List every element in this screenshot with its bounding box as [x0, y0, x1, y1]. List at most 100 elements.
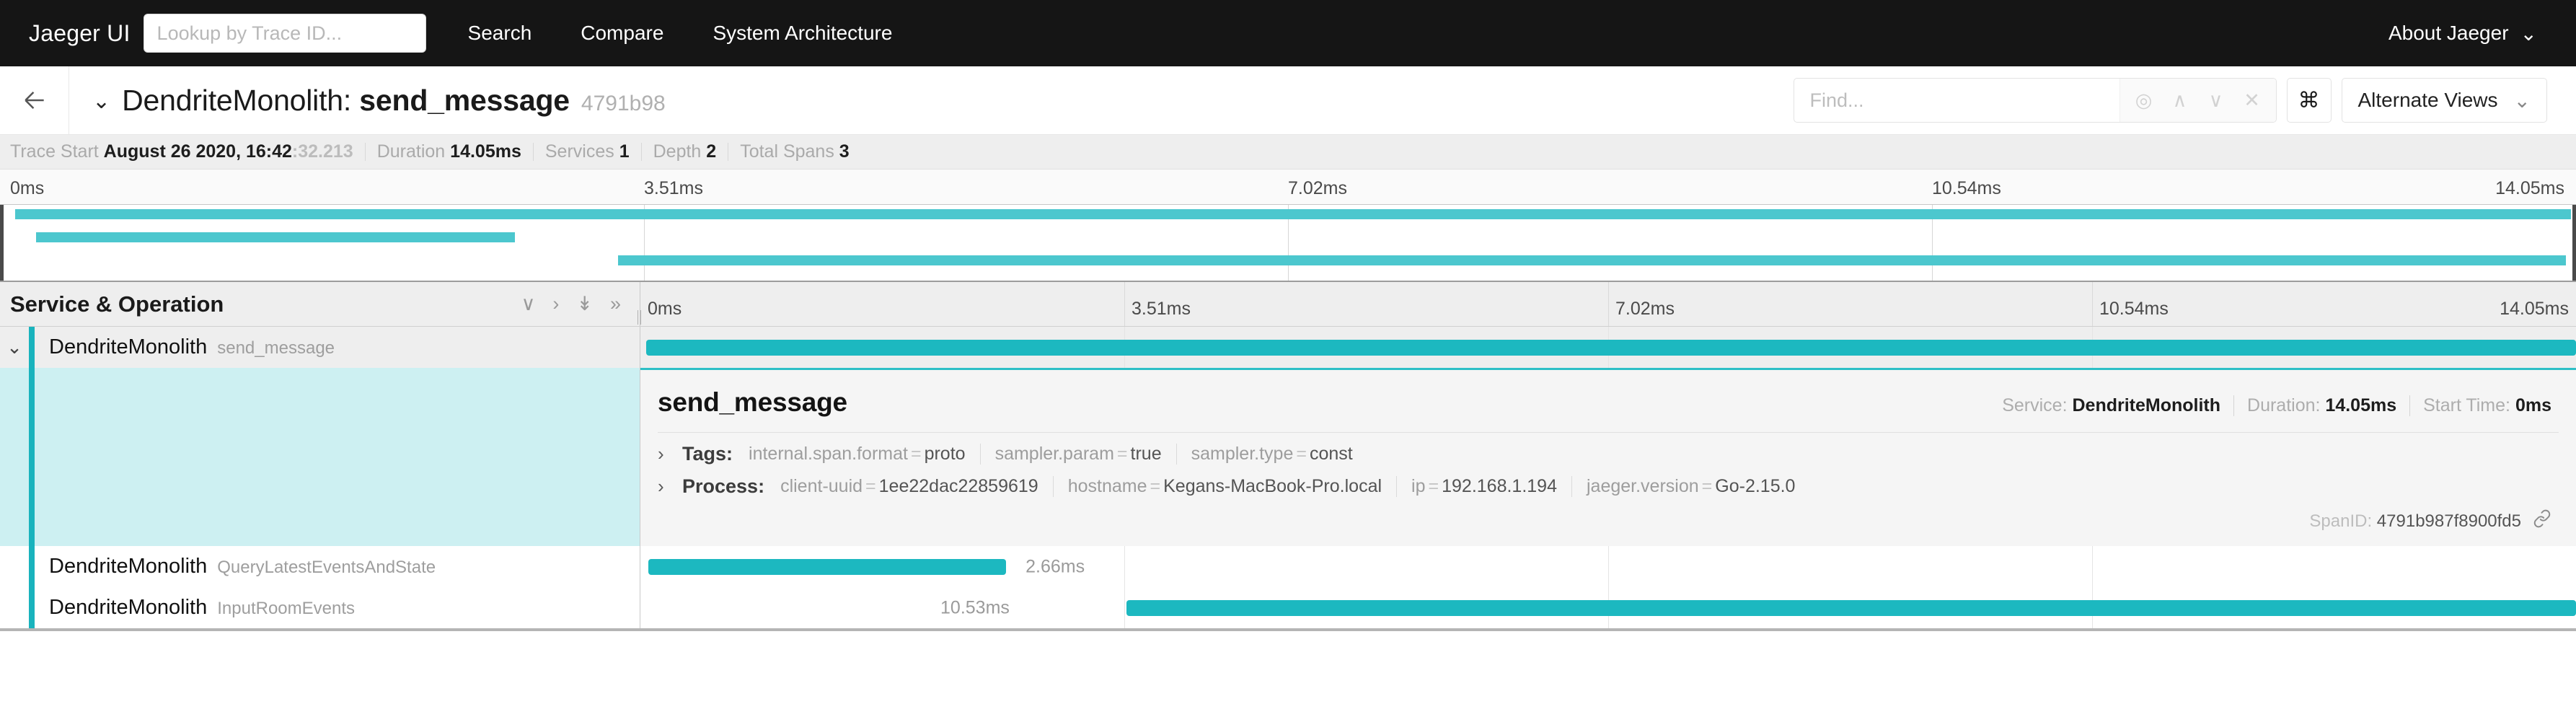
span-row-timeline[interactable]: 2.66ms — [640, 546, 2576, 587]
trace-minimap[interactable]: 0ms 3.51ms 7.02ms 10.54ms 14.05ms — [0, 170, 2576, 282]
meta-trace-start-label: Trace Start — [10, 141, 99, 162]
timeline-gridline — [1124, 587, 1125, 628]
find-next-icon[interactable]: ∨ — [2208, 89, 2223, 111]
minimap-drag-handle-left[interactable] — [0, 205, 4, 281]
page-title: DendriteMonolith: send_message — [122, 84, 570, 118]
span-process-row[interactable]: › Process: client-uuid = 1ee22dac22859619 … — [640, 465, 2576, 498]
span-operation-name: InputRoomEvents — [217, 599, 356, 618]
span-id-value: 4791b987f8900fd5 — [2376, 511, 2521, 531]
tag-value: const — [1309, 444, 1353, 464]
timeline-tick: 7.02ms — [1615, 299, 1675, 319]
nav-link-system-architecture[interactable]: System Architecture — [713, 22, 893, 44]
collapse-one-icon[interactable]: ∨ — [521, 293, 536, 314]
span-tags-row[interactable]: › Tags: internal.span.format = proto sampl… — [640, 433, 2576, 465]
process-item: ip = 192.168.1.194 — [1397, 476, 1572, 497]
timeline-column-header: 0ms 3.51ms 7.02ms 10.54ms 14.05ms — [640, 282, 2576, 326]
keyboard-shortcuts-button[interactable]: ⌘ — [2286, 78, 2332, 123]
minimap-body[interactable] — [0, 204, 2576, 281]
span-expand-toggle[interactable]: ⌄ — [6, 336, 22, 358]
copy-link-icon[interactable] — [2533, 509, 2551, 533]
trace-service-name: DendriteMonolith — [122, 83, 343, 117]
process-value: 192.168.1.194 — [1442, 476, 1557, 496]
span-detail-meta: Service: DendriteMonolith Duration: 14.0… — [1989, 395, 2551, 416]
span-row-left[interactable]: DendriteMonolith InputRoomEvents — [0, 587, 640, 628]
span-detail-duration: Duration: 14.05ms — [2234, 395, 2411, 416]
nav-link-compare[interactable]: Compare — [581, 22, 664, 44]
span-color-bar — [29, 327, 35, 368]
column-resize-handle[interactable] — [636, 310, 643, 325]
column-title-service-operation: Service & Operation — [10, 291, 224, 317]
find-focus-icon[interactable]: ◎ — [2135, 89, 2153, 111]
span-duration-label: 2.66ms — [1025, 556, 1085, 576]
meta-services-label: Services — [544, 141, 614, 162]
span-row-timeline[interactable] — [640, 327, 2576, 368]
table-row[interactable]: DendriteMonolith InputRoomEvents 10.53ms — [0, 587, 2576, 628]
span-detail-duration-value: 14.05ms — [2325, 395, 2397, 415]
process-equals: = — [1428, 476, 1439, 496]
process-equals: = — [865, 476, 876, 496]
process-label: Process: — [682, 475, 765, 497]
meta-total-spans: Total Spans 3 — [728, 143, 861, 161]
process-item: client-uuid = 1ee22dac22859619 — [780, 476, 1054, 497]
nav-link-search[interactable]: Search — [467, 22, 532, 44]
meta-trace-start-ms: :32.213 — [291, 141, 353, 162]
trace-header-tools: ◎ ∧ ∨ ✕ ⌘ Alternate Views ⌄ — [1793, 78, 2547, 123]
span-color-bar — [29, 546, 35, 587]
minimap-tick-row: 0ms 3.51ms 7.02ms 10.54ms 14.05ms — [0, 170, 2576, 204]
timeline-gridline — [1124, 282, 1125, 326]
minimap-gridline — [644, 205, 645, 281]
tag-item: sampler.param = true — [981, 444, 1177, 465]
span-duration-label: 10.53ms — [940, 597, 1010, 617]
tag-value: true — [1130, 444, 1162, 464]
span-service-name: DendriteMonolith — [49, 596, 208, 619]
span-duration-bar[interactable] — [1126, 599, 2576, 616]
timeline-gridline — [1124, 546, 1125, 587]
find-box: ◎ ∧ ∨ ✕ — [1793, 78, 2277, 123]
table-row[interactable]: ⌄ DendriteMonolith send_message — [0, 327, 2576, 368]
timeline-gridline — [2092, 546, 2093, 587]
tags-expand-caret-icon[interactable]: › — [658, 443, 664, 465]
process-expand-caret-icon[interactable]: › — [658, 475, 664, 497]
process-key: ip — [1411, 476, 1426, 496]
service-operation-column-header: Service & Operation ∨ › ↡ » — [0, 282, 643, 326]
process-value: Kegans-MacBook-Pro.local — [1163, 476, 1382, 496]
back-button[interactable] — [0, 66, 69, 135]
span-detail-start-time: Start Time: 0ms — [2410, 395, 2551, 416]
process-key: client-uuid — [780, 476, 863, 496]
find-prev-icon[interactable]: ∧ — [2172, 89, 2187, 111]
minimap-drag-handle-right[interactable] — [2572, 205, 2576, 281]
span-table-header: Service & Operation ∨ › ↡ » 0ms 3.51ms 7… — [0, 282, 2576, 327]
expand-all-icon[interactable]: » — [609, 293, 621, 314]
span-row-left[interactable]: ⌄ DendriteMonolith send_message — [0, 327, 640, 368]
meta-duration-label: Duration — [376, 141, 446, 162]
expand-one-icon[interactable]: › — [552, 293, 560, 314]
meta-trace-start-value: August 26 2020, 16:42 — [103, 141, 292, 162]
trace-header: ⌄ DendriteMonolith: send_message 4791b98… — [0, 66, 2576, 135]
trace-id-lookup-input[interactable] — [143, 14, 426, 53]
span-detail-header: send_message Service: DendriteMonolith D… — [640, 370, 2576, 432]
timeline-gridline — [1608, 546, 1609, 587]
timeline-tick: 14.05ms — [2500, 299, 2569, 319]
span-label: DendriteMonolith InputRoomEvents — [35, 596, 355, 620]
collapse-all-icon[interactable]: ↡ — [576, 293, 593, 314]
find-input[interactable] — [1794, 79, 2120, 122]
tag-equals: = — [1296, 444, 1307, 464]
about-jaeger-menu[interactable]: About Jaeger ⌄ — [2388, 22, 2537, 45]
span-operation-name: QueryLatestEventsAndState — [217, 558, 436, 577]
span-duration-bar[interactable] — [646, 339, 2576, 356]
alternate-views-dropdown[interactable]: Alternate Views ⌄ — [2341, 78, 2547, 123]
app-brand[interactable]: Jaeger UI — [29, 19, 131, 46]
table-row[interactable]: DendriteMonolith QueryLatestEventsAndSta… — [0, 546, 2576, 587]
trace-collapse-chevron-icon[interactable]: ⌄ — [92, 89, 111, 113]
chevron-down-icon: ⌄ — [2513, 89, 2531, 112]
span-row-left[interactable]: DendriteMonolith QueryLatestEventsAndSta… — [0, 546, 640, 587]
find-clear-icon[interactable]: ✕ — [2244, 89, 2260, 111]
span-duration-bar[interactable] — [648, 558, 1007, 575]
span-color-bar — [29, 587, 35, 628]
span-detail-accent-bar — [29, 368, 35, 546]
meta-trace-start: Trace Start August 26 2020, 16:42:32.213 — [10, 143, 366, 161]
span-row-timeline[interactable]: 10.53ms — [640, 587, 2576, 628]
trace-id-short: 4791b98 — [581, 91, 666, 115]
top-navbar: Jaeger UI Search Compare System Architec… — [0, 0, 2576, 66]
minimap-tick: 7.02ms — [1288, 178, 1347, 198]
